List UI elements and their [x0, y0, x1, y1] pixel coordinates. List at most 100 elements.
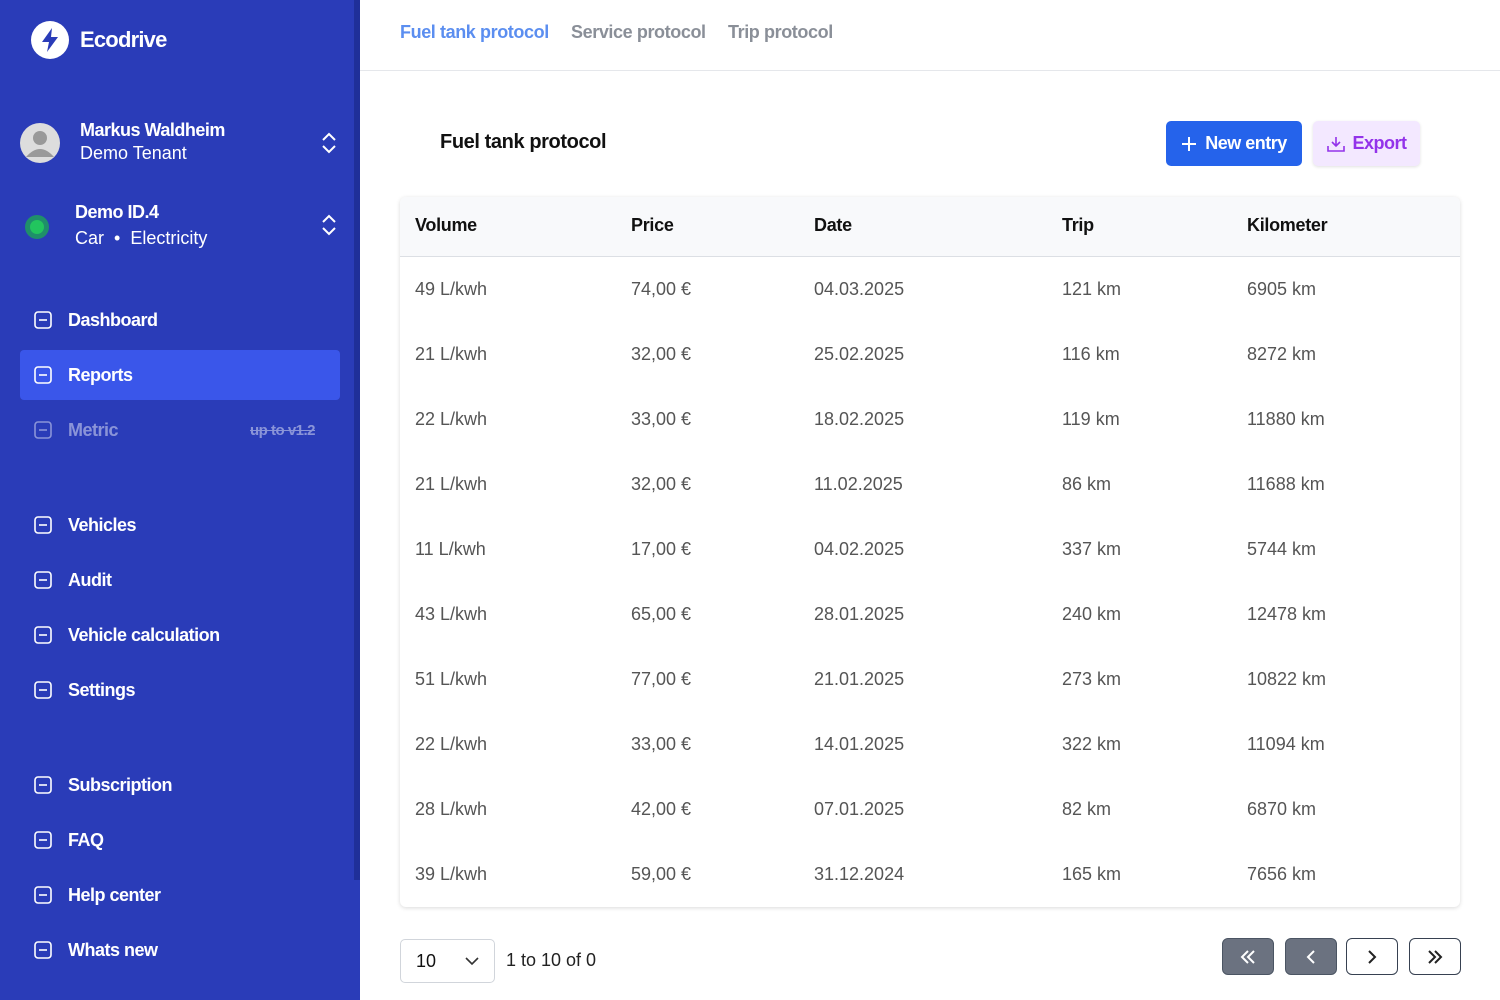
- table-cell: 8272 km: [1247, 344, 1317, 364]
- nav-icon: [34, 681, 52, 699]
- table-row[interactable]: 43 L/kwh 65,00 € 28.01.2025 240 km 12478 km: [400, 582, 1460, 647]
- table-cell: 17,00 €: [631, 539, 692, 559]
- icon: [1428, 949, 1443, 964]
- nav-icon: [34, 831, 52, 849]
- tab[interactable]: Trip protocol: [728, 22, 833, 42]
- table-cell: 22 L/kwh: [415, 734, 488, 754]
- table-cell: 49 L/kwh: [415, 279, 488, 299]
- nav-item[interactable]: Dashboard: [20, 295, 340, 345]
- table-cell: 51 L/kwh: [415, 669, 488, 689]
- table-row[interactable]: 39 L/kwh 59,00 € 31.12.2024 165 km 7656 km: [400, 842, 1460, 907]
- table-cell: 18.02.2025: [814, 409, 905, 429]
- last-page-button[interactable]: [1409, 938, 1461, 975]
- new-entry-button[interactable]: New entry: [1166, 121, 1302, 166]
- table-cell: 240 km: [1062, 604, 1122, 624]
- table-card: Volume Price Date Trip Kilometer 49 L/kwh 74,0…: [400, 197, 1460, 907]
- page-size: 10: [416, 950, 437, 971]
- status-dot: [25, 215, 49, 239]
- nav-icon: [34, 571, 52, 589]
- nav-label: FAQ: [68, 829, 104, 850]
- column-header: Volume: [415, 215, 477, 235]
- table-cell: 04.03.2025: [814, 279, 905, 299]
- vehicle-fuel: Electricity: [130, 228, 208, 248]
- table-row[interactable]: 21 L/kwh 32,00 € 25.02.2025 116 km 8272 km: [400, 322, 1460, 387]
- nav-label: Vehicle calculation: [68, 624, 220, 645]
- first-page-button[interactable]: [1222, 938, 1274, 975]
- table-cell: 165 km: [1062, 864, 1122, 884]
- table-cell: 28.01.2025: [814, 604, 905, 624]
- icon: [1306, 949, 1315, 964]
- next-page-button[interactable]: [1346, 938, 1398, 975]
- table-cell: 116 km: [1062, 344, 1120, 364]
- table-row[interactable]: 28 L/kwh 42,00 € 07.01.2025 82 km 6870 km: [400, 777, 1460, 842]
- nav-item[interactable]: Vehicle calculation: [20, 610, 340, 660]
- column-header: Kilometer: [1247, 215, 1328, 235]
- table-row[interactable]: 22 L/kwh 33,00 € 14.01.2025 322 km 11094 km: [400, 712, 1460, 777]
- user-tenant: Demo Tenant: [80, 143, 187, 163]
- table-row[interactable]: 22 L/kwh 33,00 € 18.02.2025 119 km 11880 km: [400, 387, 1460, 452]
- user-switcher[interactable]: Markus Waldheim Demo Tenant: [20, 120, 340, 170]
- vehicle-info: Car • Electricity: [75, 228, 207, 249]
- column-header: Date: [814, 215, 852, 235]
- pagination-summary: 1 to 10 of 0: [506, 950, 597, 970]
- nav-icon: [34, 516, 52, 534]
- table-cell: 74,00 €: [631, 279, 692, 299]
- nav-icon: [34, 421, 52, 439]
- table-header: [400, 197, 1460, 257]
- vehicle-kind: Car: [75, 228, 105, 248]
- table-cell: 04.02.2025: [814, 539, 905, 559]
- table-cell: 59,00 €: [631, 864, 692, 884]
- brand-logo: [31, 21, 69, 59]
- table-cell: 33,00 €: [631, 409, 692, 429]
- tab[interactable]: Fuel tank protocol: [400, 22, 549, 42]
- nav-label: Settings: [68, 679, 136, 700]
- nav-item[interactable]: Audit: [20, 555, 340, 605]
- page-size-select[interactable]: 10: [400, 939, 495, 983]
- table-cell: 21 L/kwh: [415, 344, 488, 364]
- icon: [1240, 949, 1255, 964]
- table-cell: 21 L/kwh: [415, 474, 488, 494]
- nav-item[interactable]: Help center: [20, 870, 340, 920]
- table-cell: 10822 km: [1247, 669, 1327, 689]
- page-title: Fuel tank protocol: [440, 131, 607, 153]
- nav-item[interactable]: Whats new: [20, 925, 340, 975]
- button-label: Export: [1352, 133, 1407, 153]
- table-cell: 12478 km: [1247, 604, 1327, 624]
- table-cell: 273 km: [1062, 669, 1122, 689]
- nav-item[interactable]: Metric up to v1.2: [20, 405, 340, 455]
- nav-badge: up to v1.2: [250, 421, 316, 439]
- nav-label: Whats new: [68, 939, 158, 960]
- nav-item[interactable]: FAQ: [20, 815, 340, 865]
- nav-item[interactable]: Subscription: [20, 760, 340, 810]
- vehicle-name: Demo ID.4: [75, 202, 159, 222]
- export-button[interactable]: Export: [1313, 121, 1420, 166]
- table-cell: 121 km: [1062, 279, 1122, 299]
- user-name: Markus Waldheim: [80, 120, 225, 140]
- nav-icon: [34, 776, 52, 794]
- nav-label: Help center: [68, 884, 161, 905]
- table-cell: 7656 km: [1247, 864, 1317, 884]
- table-cell: 6870 km: [1247, 799, 1317, 819]
- nav-icon: [34, 886, 52, 904]
- table-cell: 32,00 €: [631, 344, 692, 364]
- chevron-updown: [322, 132, 336, 154]
- table-cell: 119 km: [1062, 409, 1120, 429]
- table-cell: 32,00 €: [631, 474, 692, 494]
- vehicle-switcher[interactable]: Demo ID.4 Car • Electricity: [20, 202, 340, 252]
- nav-item[interactable]: Reports: [20, 350, 340, 400]
- nav-item[interactable]: Vehicles: [20, 500, 340, 550]
- table-row[interactable]: 49 L/kwh 74,00 € 04.03.2025 121 km 6905 km: [400, 257, 1460, 322]
- table-cell: 33,00 €: [631, 734, 692, 754]
- table-row[interactable]: 51 L/kwh 77,00 € 21.01.2025 273 km 10822 km: [400, 647, 1460, 712]
- nav-label: Vehicles: [68, 514, 137, 535]
- tab[interactable]: Service protocol: [571, 22, 706, 42]
- nav-item[interactable]: Settings: [20, 665, 340, 715]
- table-row[interactable]: 21 L/kwh 32,00 € 11.02.2025 86 km 11688 km: [400, 452, 1460, 517]
- table-cell: 6905 km: [1247, 279, 1317, 299]
- table-row[interactable]: 11 L/kwh 17,00 € 04.02.2025 337 km 5744 km: [400, 517, 1460, 582]
- nav-icon: [34, 311, 52, 329]
- column-header: Price: [631, 215, 674, 235]
- table-cell: 42,00 €: [631, 799, 692, 819]
- prev-page-button[interactable]: [1285, 938, 1337, 975]
